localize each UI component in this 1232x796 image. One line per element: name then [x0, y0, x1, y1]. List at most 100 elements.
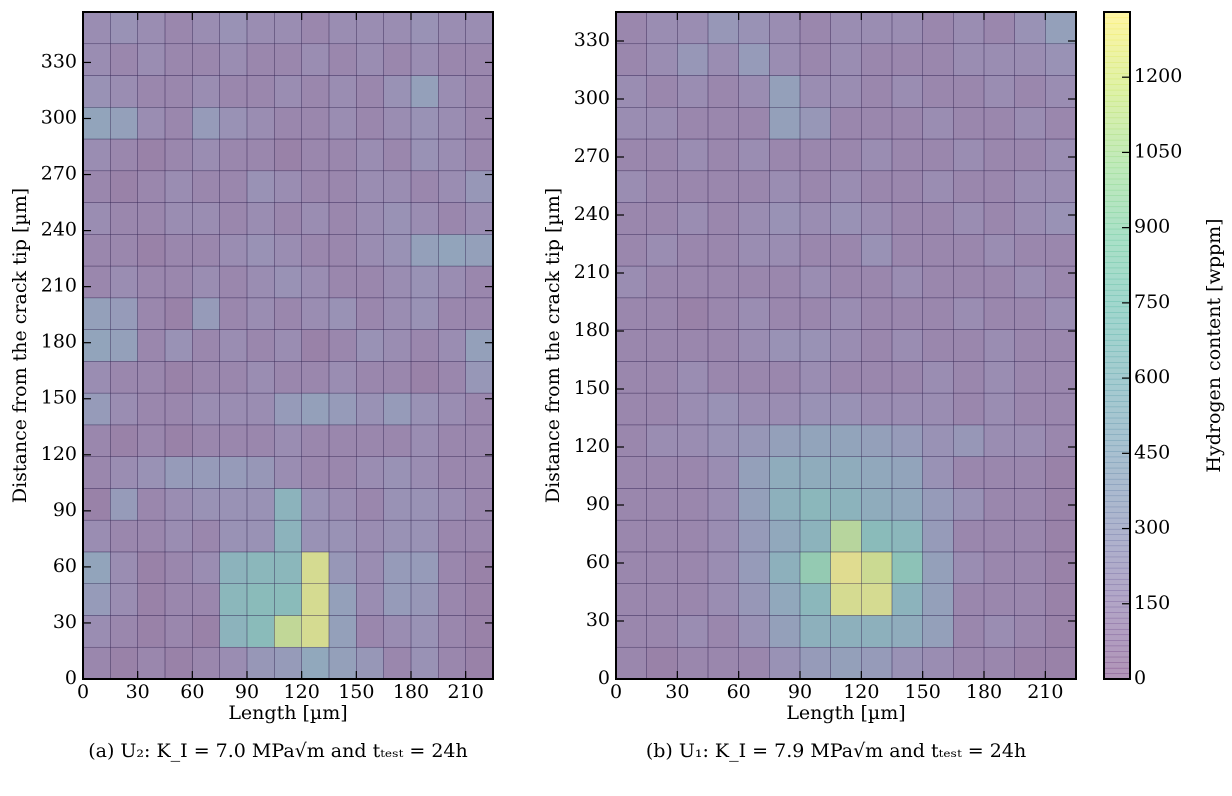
heatmap-cell [274, 107, 302, 140]
heatmap-cell [646, 456, 678, 489]
heatmap-cell [438, 297, 466, 330]
heatmap-cell [891, 75, 923, 108]
heatmap-cell [615, 234, 647, 267]
heatmap-cell [1045, 583, 1077, 616]
heatmap-cell [983, 392, 1015, 426]
heatmap-cell [438, 43, 466, 76]
heatmap-cell [615, 170, 647, 203]
heatmap-cell [1045, 138, 1077, 172]
heatmap-cell [707, 456, 739, 489]
heatmap-cell [738, 392, 770, 426]
y-tick-label: 240 [574, 203, 610, 225]
heatmap-cell [438, 456, 466, 489]
heatmap-cell [953, 329, 985, 362]
heatmap-cell [438, 551, 466, 584]
heatmap-cell [82, 424, 111, 457]
heatmap-cell [110, 519, 138, 553]
colorbar-segment [1104, 62, 1130, 69]
colorbar-tick-label: 450 [1134, 441, 1170, 463]
heatmap-cell [219, 646, 248, 680]
colorbar-segment [1104, 301, 1130, 308]
heatmap-cell [769, 11, 801, 45]
heatmap-cell [830, 202, 862, 235]
heatmap-cell [82, 329, 111, 362]
heatmap-cell [82, 107, 111, 140]
heatmap-cell [738, 519, 770, 553]
heatmap-cell [137, 519, 166, 553]
colorbar-tick-label: 0 [1134, 667, 1146, 689]
x-tick-label: 210 [448, 681, 484, 703]
heatmap-cell [891, 583, 923, 616]
heatmap-cell [1045, 329, 1077, 362]
y-tick-label: 150 [574, 377, 610, 399]
heatmap-cell [301, 202, 330, 235]
colorbar-tick-label: 1200 [1134, 65, 1182, 87]
heatmap-cell [164, 392, 193, 426]
heatmap-cell [738, 583, 770, 616]
colorbar-segment [1104, 289, 1130, 296]
heatmap-cell [110, 456, 138, 489]
x-tick-label: 180 [966, 681, 1002, 703]
colorbar-segment [1104, 484, 1130, 491]
heatmap-cell [410, 615, 439, 648]
colorbar-segment [1104, 184, 1130, 191]
colorbar-segment [1104, 567, 1130, 574]
heatmap-cell [301, 456, 330, 489]
heatmap-cell [246, 488, 275, 521]
heatmap-cell [246, 11, 275, 45]
heatmap-cell [861, 488, 893, 521]
heatmap-cell [646, 646, 678, 680]
heatmap-cell [383, 361, 412, 394]
colorbar-segment [1104, 473, 1130, 480]
colorbar-segment [1104, 34, 1130, 41]
heatmap-cell [677, 202, 709, 235]
heatmap-cell [799, 107, 831, 140]
heatmap-cell [219, 361, 248, 394]
heatmap-cell [677, 551, 709, 584]
heatmap-cell [274, 488, 302, 521]
heatmap-cell [438, 11, 466, 45]
heatmap-cell [1014, 615, 1046, 648]
heatmap-cell [301, 138, 330, 172]
heatmap-cell [799, 234, 831, 267]
heatmap-cell [677, 583, 709, 616]
heatmap-cell [356, 11, 384, 45]
heatmap-cell [274, 265, 302, 299]
heatmap-cell [301, 392, 330, 426]
heatmap-cell [983, 519, 1015, 553]
heatmap-cell [769, 456, 801, 489]
colorbar-segment [1104, 67, 1130, 74]
heatmap-cell [953, 234, 985, 267]
heatmap-cell [383, 234, 412, 267]
heatmap-cell [1014, 361, 1046, 394]
heatmap-cell [164, 329, 193, 362]
heatmap-cell [110, 170, 138, 203]
heatmap-cell [830, 551, 862, 584]
heatmap-cell [192, 202, 220, 235]
heatmap-cell [646, 551, 678, 584]
heatmap-cell [707, 361, 739, 394]
colorbar-segment [1104, 156, 1130, 163]
heatmap-cell [301, 265, 330, 299]
x-tick-label: 120 [843, 681, 879, 703]
heatmap-cell [646, 297, 678, 330]
heatmap-cell [983, 265, 1015, 299]
heatmap-cell [677, 424, 709, 457]
heatmap-cell [615, 551, 647, 584]
heatmap-cell [192, 361, 220, 394]
heatmap-cell [861, 138, 893, 172]
heatmap-cell [356, 329, 384, 362]
heatmap-cell [799, 583, 831, 616]
heatmap-cell [219, 234, 248, 267]
heatmap-cell [383, 488, 412, 521]
colorbar-segment [1104, 578, 1130, 586]
heatmap-cell [615, 138, 647, 172]
colorbar-segment [1104, 645, 1130, 652]
heatmap-cell [383, 456, 412, 489]
heatmap-cell [274, 329, 302, 362]
heatmap-cell [82, 583, 111, 616]
heatmap-cell [246, 138, 275, 172]
heatmap-cell [246, 234, 275, 267]
heatmap-cell [328, 583, 357, 616]
heatmap-cell [615, 265, 647, 299]
